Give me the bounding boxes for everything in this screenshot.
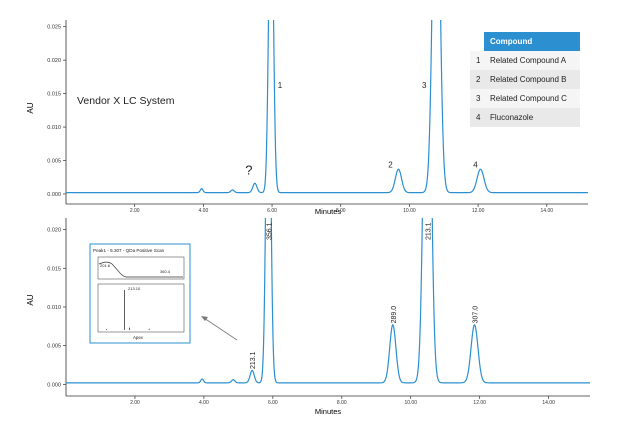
bottom-y-tick-label: 0.005 <box>47 344 61 350</box>
bottom-x-tick-label: 6.00 <box>268 400 278 406</box>
legend-header: Compound <box>484 32 580 51</box>
bottom-x-tick-label: 2.00 <box>130 400 140 406</box>
legend-name: Fluconazole <box>484 108 580 127</box>
top-x-tick-label: 6.00 <box>267 208 277 214</box>
top-y-tick-label: 0.015 <box>47 92 61 98</box>
legend-row: 4 Fluconazole <box>470 108 580 127</box>
tic-start-label: 201.6 <box>100 263 111 268</box>
legend-row: 1 Related Compound A <box>470 51 580 70</box>
top-x-tick-label: 2.00 <box>130 208 140 214</box>
legend-name: Related Compound C <box>484 89 580 108</box>
top-x-tick-label: 8.00 <box>336 208 346 214</box>
inset-pointer-arrow <box>203 317 238 341</box>
bottom-y-tick-label: 0.010 <box>47 305 61 311</box>
top-peak-label: 2 <box>388 161 393 170</box>
ms-inset: Peak1 - 5.307 - QDa Positive Scan 201.6 … <box>89 243 191 344</box>
top-peak-label: 4 <box>473 161 478 170</box>
tic-end-label: 360.4 <box>160 269 171 274</box>
bottom-peak-label: 289.0 <box>391 306 398 324</box>
bottom-peak-label: 213.1 <box>425 222 432 240</box>
top-x-label: Minutes <box>315 207 342 216</box>
top-annotation-title: Vendor X LC System <box>77 95 175 107</box>
bottom-x-tick-label: 14.00 <box>542 400 555 406</box>
top-y-label: AU <box>26 102 35 113</box>
bottom-x-label: Minutes <box>315 407 342 416</box>
legend-header-row: Compound <box>470 32 580 51</box>
bottom-peak-label: 356.1 <box>266 222 273 240</box>
top-peak-label: 3 <box>422 81 427 90</box>
legend-row: 2 Related Compound B <box>470 70 580 89</box>
legend-num: 3 <box>470 89 484 108</box>
legend-header-blank <box>470 32 484 51</box>
bottom-peak-label: 213.1 <box>250 351 257 369</box>
bottom-y-tick-label: 0.000 <box>47 382 61 388</box>
bottom-trace-line <box>66 218 590 384</box>
top-y-tick-label: 0.005 <box>47 159 61 165</box>
top-x-tick-label: 12.00 <box>472 208 485 214</box>
legend-name: Related Compound A <box>484 51 580 70</box>
legend-name: Related Compound B <box>484 70 580 89</box>
bottom-x-tick-label: 10.00 <box>404 400 417 406</box>
bottom-grid-ticks: 0.000 0.005 0.010 0.015 0.020 2.00 4.00 6.00 8.0… <box>47 228 555 406</box>
bottom-x-tick-label: 8.00 <box>337 400 347 406</box>
top-x-tick-label: 10.00 <box>403 208 416 214</box>
bottom-peak-labels: 213.1 356.1 289.0 213.1 307.0 <box>250 222 479 369</box>
spectrum-bars <box>106 290 150 330</box>
bottom-y-tick-label: 0.015 <box>47 266 61 272</box>
compound-legend: Compound 1 Related Compound A 2 Related … <box>470 32 580 127</box>
top-y-tick-label: 0.025 <box>47 25 61 31</box>
top-y-tick-label: 0.000 <box>47 192 61 198</box>
bottom-chart: 0.000 0.005 0.010 0.015 0.020 2.00 4.00 6.00 8.0… <box>26 218 590 416</box>
spectrum-panel <box>97 283 185 333</box>
ms-inset-title: Peak1 - 5.307 - QDa Positive Scan <box>93 248 165 253</box>
spectrum-peak-label: 213.10 <box>128 286 141 291</box>
top-y-tick-label: 0.020 <box>47 58 61 64</box>
top-x-tick-label: 4.00 <box>199 208 209 214</box>
bottom-y-label: AU <box>26 294 35 305</box>
legend-num: 4 <box>470 108 484 127</box>
spectrum-x-label: Apex <box>133 335 144 340</box>
top-chart: 0.000 0.005 0.010 0.015 0.020 0.025 2.00 4.00 6.… <box>26 20 588 216</box>
bottom-peak-label: 307.0 <box>473 306 480 324</box>
top-trace-line <box>66 20 588 194</box>
ms-inset-title-bar <box>91 245 189 254</box>
legend-num: 2 <box>470 70 484 89</box>
top-series <box>66 20 588 194</box>
legend-num: 1 <box>470 51 484 70</box>
bottom-y-tick-label: 0.020 <box>47 228 61 234</box>
bottom-x-tick-label: 4.00 <box>199 400 209 406</box>
top-x-tick-label: 14.00 <box>541 208 554 214</box>
tic-trace <box>98 261 183 278</box>
tic-panel <box>97 256 185 280</box>
bottom-series <box>66 218 590 384</box>
top-y-tick-label: 0.010 <box>47 125 61 131</box>
inset-pointer-arrowhead <box>201 316 208 321</box>
top-peak-label: 1 <box>278 81 283 90</box>
top-grid-ticks: 0.000 0.005 0.010 0.015 0.020 0.025 2.00 4.00 6.… <box>47 25 553 214</box>
top-peak-label: ? <box>245 163 252 178</box>
top-peak-labels: ? 1 2 3 4 <box>245 81 478 178</box>
bottom-x-tick-label: 12.00 <box>473 400 486 406</box>
legend-row: 3 Related Compound C <box>470 89 580 108</box>
